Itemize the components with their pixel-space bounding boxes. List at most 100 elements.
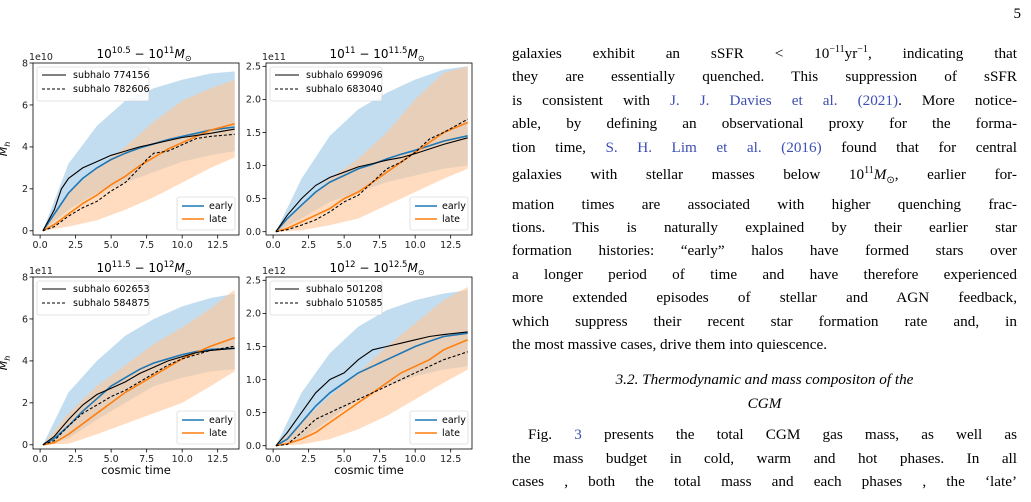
y-tick-label: 1.0 [246,375,261,386]
x-tick-label: 12.5 [440,454,461,465]
axis-multiplier: 1e12 [262,266,286,277]
paragraph-quenching: galaxies exhibit an sSFR < 10−11yr−1, in… [512,38,1017,356]
late-band [42,79,235,231]
plot-area [275,66,469,233]
text-line: the mass budget in cold, warm and hot ph… [512,449,1017,467]
text-line: more extended episodes of stellar and AG… [512,289,1017,307]
x-tick-label: 10.0 [172,454,193,465]
y-axis-label: Mh [0,356,12,371]
y-tick-label: 4 [22,356,28,367]
series-line-early [42,126,235,232]
series-line-late [275,339,469,447]
y-tick-label: 0 [22,226,28,237]
citation-davies-2021[interactable]: J. J. Davies et al. (2021) [670,91,899,109]
x-tick-label: 10.0 [172,240,193,251]
y-tick-label: 6 [22,100,28,111]
x-tick-label: 5.0 [104,240,119,251]
legend-label-early: early [209,415,233,426]
x-tick-label: 0.0 [33,240,48,251]
series-line-subhalo-782606 [42,133,235,232]
legend-label-early: early [209,201,233,212]
x-tick-label: 0.0 [266,240,281,251]
x-tick-label: 2.5 [68,240,83,251]
y-tick-label: 1.5 [246,128,261,139]
y-tick-label: 2.5 [246,62,261,73]
section-heading: 3.2. Thermodynamic and mass compositon o… [512,368,1017,415]
axes-frame [32,276,240,450]
series-line-subhalo-774156 [42,128,235,232]
axis-multiplier: 1e11 [262,52,286,63]
y-tick-label: 2.5 [246,276,261,287]
x-tick-label: 5.0 [104,454,119,465]
text-line: formation histories: “early” halos have … [512,242,1017,260]
x-tick-label: 10.0 [405,454,426,465]
legend-label-late: late [209,214,227,225]
legend-label-late: late [209,428,227,439]
legend-early-late: early late [176,196,236,231]
x-tick-label: 7.5 [139,240,154,251]
figure-3-link[interactable]: 3 [574,426,582,444]
y-tick-label: 2.0 [246,95,261,106]
chart-panel: 0.0 2.5 5.0 7.5 10.0 12.50.00.51.01.52.02.51e… [246,46,473,251]
y-tick-label: 0 [22,440,28,451]
legend-label: subhalo 510585 [306,298,383,309]
x-tick-label: 5.0 [337,240,352,251]
y-tick-label: 8 [22,272,28,283]
x-tick-label: 0.0 [33,454,48,465]
y-tick-label: 2 [22,398,28,409]
x-tick-label: 12.5 [207,240,228,251]
text-line: mation times are associated with higher … [512,195,1017,213]
x-tick-label: 7.5 [372,240,387,251]
page-number: 5 [1013,6,1022,22]
legend-early-late: early late [176,410,236,445]
plot-area [42,289,235,446]
legend-label: subhalo 584875 [73,298,150,309]
axes-frame [32,62,240,236]
x-tick-label: 0.0 [266,454,281,465]
series-line-subhalo-683040 [275,118,468,233]
axis-multiplier: 1e11 [29,266,53,277]
section-heading-line: 3.2. Thermodynamic and mass compositon o… [615,371,914,389]
x-tick-label: 2.5 [301,454,316,465]
x-axis-label: cosmic time [101,463,171,477]
text-column: galaxies exhibit an sSFR < 10−11yr−1, in… [512,38,1017,493]
late-band [42,289,235,445]
y-tick-label: 1.5 [246,342,261,353]
text-line: able, by defining an observational proxy… [512,115,1017,133]
text-line: is consistent with J. J. Davies et al. (… [512,91,1018,109]
axes-frame [265,62,473,236]
y-tick-label: 0.0 [246,227,261,238]
series-line-late [275,121,469,233]
x-tick-label: 12.5 [207,454,228,465]
x-axis-label: cosmic time [334,463,404,477]
chart-panel: 0.0 2.5 5.0 7.5 10.0 12.50.00.51.01.52.02.51e… [246,260,473,477]
legend-label: subhalo 774156 [73,70,150,81]
text-line: tion time, S. H. Lim et al. (2016) found… [512,138,1018,156]
legend-subhalos: subhalo 602653 subhalo 584875 [36,280,150,316]
legend-label: subhalo 683040 [306,84,383,95]
legend-subhalos: subhalo 699096 subhalo 683040 [269,66,383,102]
late-band [275,66,468,232]
x-tick-label: 7.5 [139,454,154,465]
plot-area [42,71,235,232]
chart-title: 1010.5 − 1011M⊙ [96,46,191,63]
x-tick-label: 10.0 [405,240,426,251]
legend-label-late: late [442,428,460,439]
legend-subhalos: subhalo 774156 subhalo 782606 [36,66,150,102]
text-line: tions. This is naturally explained by th… [512,219,1017,236]
series-line-subhalo-510585 [275,351,468,447]
axis-multiplier: 1e10 [29,52,53,63]
figure-4-panel-halo-mass-growth: 0.0 2.5 5.0 7.5 10.0 12.5 0 2 4 6 8 1e10 1010.5 − 10… [0,46,473,477]
series-line-subhalo-584875 [42,345,235,446]
series-line-late [42,123,235,232]
chart-title: 1012 − 1012.5M⊙ [329,260,424,277]
x-tick-label: 5.0 [337,454,352,465]
legend-label: subhalo 699096 [306,70,383,81]
x-tick-label: 12.5 [440,240,461,251]
text-line: Fig. 3 presents the total CGM gas mass, … [528,426,1017,444]
legend-label: subhalo 501208 [306,284,383,295]
y-tick-label: 0.5 [246,408,261,419]
text-line: galaxies with stellar masses below 1011M… [512,165,1017,187]
citation-lim-2016[interactable]: S. H. Lim et al. (2016) [605,138,822,156]
